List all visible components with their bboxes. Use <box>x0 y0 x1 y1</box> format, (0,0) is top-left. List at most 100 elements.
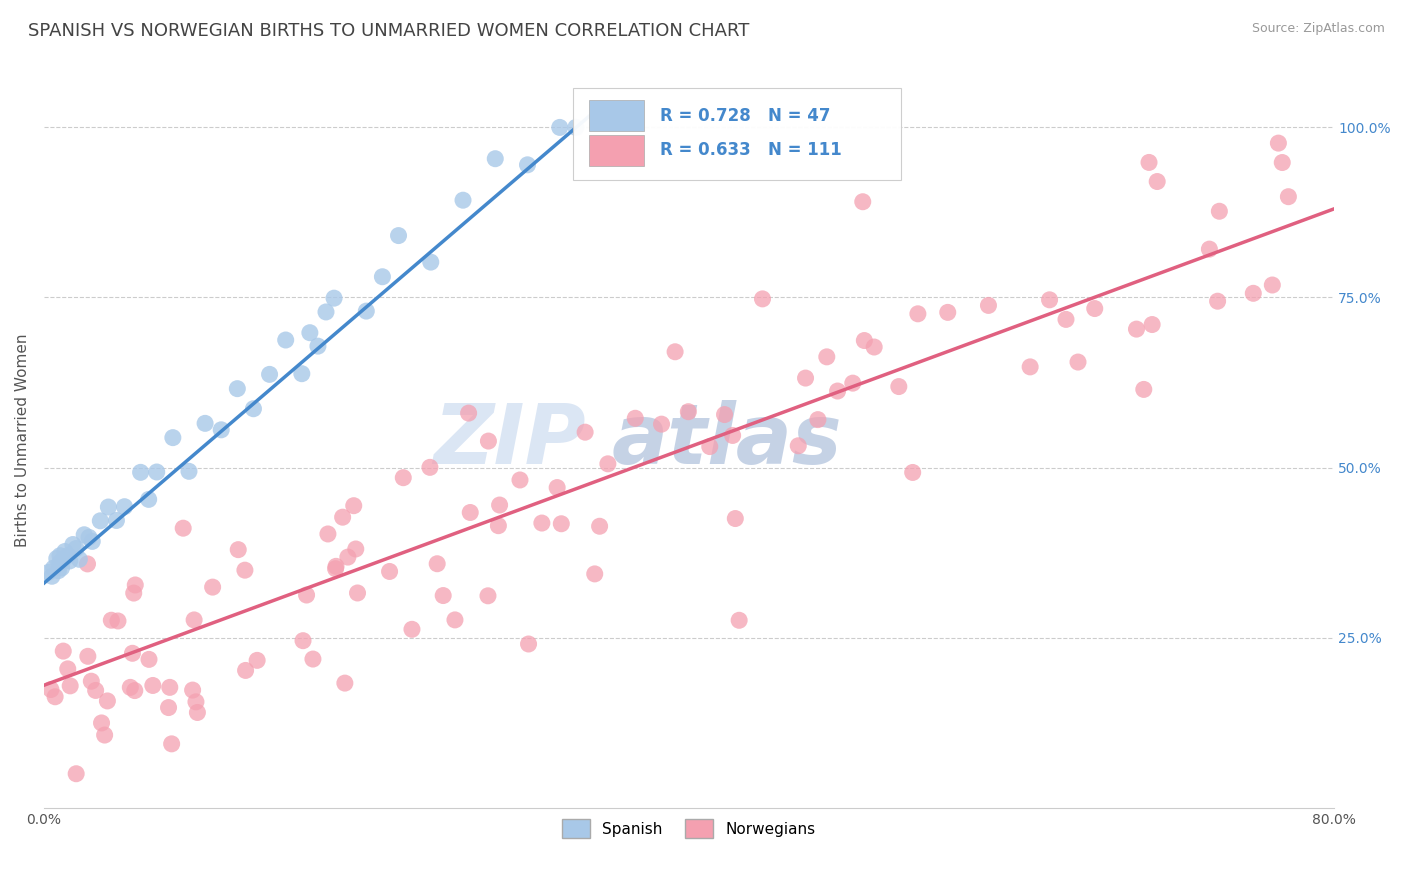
Text: R = 0.633   N = 111: R = 0.633 N = 111 <box>661 141 842 159</box>
Point <box>457 406 479 420</box>
Point <box>1271 155 1294 169</box>
Point <box>1125 322 1147 336</box>
FancyBboxPatch shape <box>589 135 644 166</box>
Point <box>49 556 72 570</box>
Point <box>699 440 721 454</box>
Point <box>259 368 281 382</box>
Point <box>316 527 339 541</box>
Point <box>76 649 98 664</box>
Point <box>201 580 224 594</box>
Point <box>52 552 75 566</box>
Point <box>120 681 142 695</box>
Point <box>1241 286 1264 301</box>
Point <box>73 528 96 542</box>
Point <box>59 679 82 693</box>
Point <box>122 586 145 600</box>
Point <box>583 566 606 581</box>
Point <box>42 561 65 575</box>
Legend: Spanish, Norwegians: Spanish, Norwegians <box>557 814 821 844</box>
Point <box>41 569 63 583</box>
Point <box>307 339 329 353</box>
Point <box>1261 278 1284 293</box>
Point <box>863 340 886 354</box>
Point <box>336 550 359 565</box>
Point <box>44 690 66 704</box>
Point <box>121 646 143 660</box>
Point <box>51 561 73 575</box>
Point <box>1137 155 1160 169</box>
Point <box>157 700 180 714</box>
Point <box>344 541 367 556</box>
Point <box>1067 355 1090 369</box>
Point <box>807 412 830 426</box>
Text: atlas: atlas <box>612 400 842 481</box>
Point <box>1208 204 1230 219</box>
Point <box>678 405 700 419</box>
Point <box>181 683 204 698</box>
Point <box>432 589 454 603</box>
Point <box>142 678 165 692</box>
Point <box>90 715 112 730</box>
Point <box>177 464 200 478</box>
Point <box>226 542 249 557</box>
Point <box>56 662 79 676</box>
Point <box>65 541 87 556</box>
Point <box>1084 301 1107 316</box>
Point <box>124 578 146 592</box>
Point <box>49 549 72 563</box>
Point <box>235 664 257 678</box>
Point <box>1019 359 1042 374</box>
Point <box>315 305 337 319</box>
Point <box>650 417 672 431</box>
Point <box>936 305 959 319</box>
Point <box>550 516 572 531</box>
Point <box>444 613 467 627</box>
Y-axis label: Births to Unmarried Women: Births to Unmarried Women <box>15 334 30 547</box>
Point <box>323 291 346 305</box>
Point <box>65 766 87 780</box>
Point <box>325 562 347 576</box>
Point <box>517 637 540 651</box>
Point <box>458 506 481 520</box>
Point <box>295 588 318 602</box>
Point <box>226 382 249 396</box>
Point <box>565 120 588 135</box>
Point <box>97 500 120 514</box>
FancyBboxPatch shape <box>572 87 901 179</box>
Point <box>574 425 596 440</box>
Point <box>751 292 773 306</box>
Text: ZIP: ZIP <box>433 400 585 481</box>
Point <box>39 682 62 697</box>
Point <box>333 676 356 690</box>
Point <box>93 728 115 742</box>
Point <box>356 304 378 318</box>
Point <box>477 589 499 603</box>
Point <box>162 431 184 445</box>
Point <box>1206 294 1229 309</box>
Point <box>129 466 152 480</box>
Point <box>1277 190 1299 204</box>
Point <box>107 614 129 628</box>
Point <box>371 269 394 284</box>
Point <box>124 683 146 698</box>
Point <box>298 326 321 340</box>
Point <box>852 194 875 209</box>
Point <box>194 417 217 431</box>
Point <box>242 401 264 416</box>
Point <box>907 307 929 321</box>
Point <box>45 551 67 566</box>
Point <box>62 537 84 551</box>
Point <box>184 695 207 709</box>
Point <box>842 376 865 391</box>
Point <box>80 674 103 689</box>
Point <box>67 552 90 566</box>
Point <box>332 510 354 524</box>
Point <box>1140 318 1163 332</box>
Point <box>477 434 499 448</box>
Point <box>827 384 849 398</box>
Point <box>378 565 401 579</box>
Text: Source: ZipAtlas.com: Source: ZipAtlas.com <box>1251 22 1385 36</box>
Point <box>451 193 474 207</box>
Point <box>596 457 619 471</box>
Point <box>392 471 415 485</box>
